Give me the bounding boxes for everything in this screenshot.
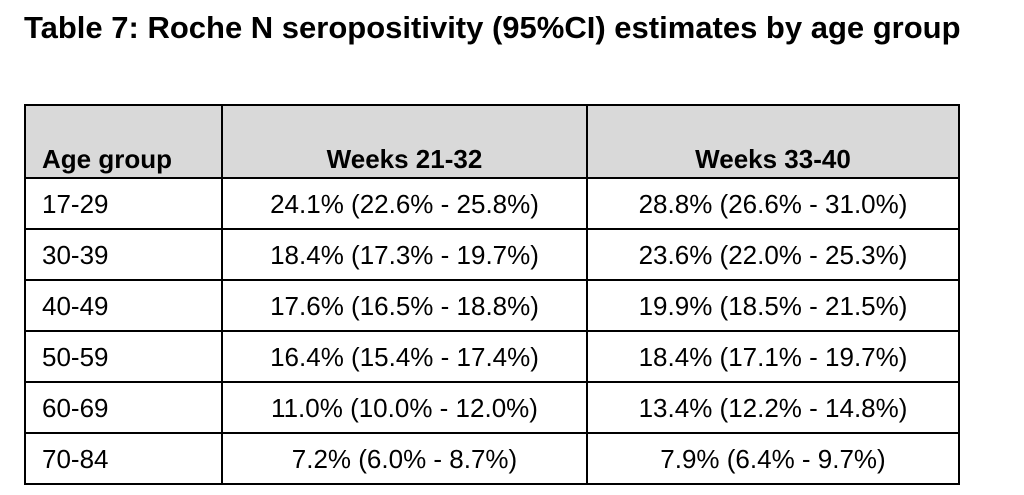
weeks-21-32-cell: 11.0% (10.0% - 12.0%)	[221, 381, 588, 434]
table-row: 30-39 18.4% (17.3% - 19.7%) 23.6% (22.0%…	[24, 228, 960, 281]
weeks-33-40-cell: 7.9% (6.4% - 9.7%)	[586, 432, 960, 485]
age-group-cell: 40-49	[24, 279, 223, 332]
weeks-21-32-cell: 7.2% (6.0% - 8.7%)	[221, 432, 588, 485]
age-group-cell: 17-29	[24, 177, 223, 230]
weeks-21-32-cell: 17.6% (16.5% - 18.8%)	[221, 279, 588, 332]
age-group-cell: 60-69	[24, 381, 223, 434]
seropositivity-table: Age group Weeks 21-32 Weeks 33-40 17-29 …	[24, 104, 960, 485]
weeks-21-32-cell: 18.4% (17.3% - 19.7%)	[221, 228, 588, 281]
weeks-33-40-cell: 28.8% (26.6% - 31.0%)	[586, 177, 960, 230]
header-weeks-33-40: Weeks 33-40	[586, 104, 960, 179]
header-row: Age group Weeks 21-32 Weeks 33-40	[24, 104, 960, 179]
weeks-21-32-cell: 16.4% (15.4% - 17.4%)	[221, 330, 588, 383]
weeks-33-40-cell: 18.4% (17.1% - 19.7%)	[586, 330, 960, 383]
weeks-33-40-cell: 19.9% (18.5% - 21.5%)	[586, 279, 960, 332]
age-group-cell: 30-39	[24, 228, 223, 281]
age-group-cell: 50-59	[24, 330, 223, 383]
table-row: 50-59 16.4% (15.4% - 17.4%) 18.4% (17.1%…	[24, 330, 960, 383]
weeks-21-32-cell: 24.1% (22.6% - 25.8%)	[221, 177, 588, 230]
table-row: 60-69 11.0% (10.0% - 12.0%) 13.4% (12.2%…	[24, 381, 960, 434]
age-group-cell: 70-84	[24, 432, 223, 485]
table-row: 17-29 24.1% (22.6% - 25.8%) 28.8% (26.6%…	[24, 177, 960, 230]
table-row: 70-84 7.2% (6.0% - 8.7%) 7.9% (6.4% - 9.…	[24, 432, 960, 485]
table-title: Table 7: Roche N seropositivity (95%CI) …	[24, 10, 961, 45]
header-weeks-21-32: Weeks 21-32	[221, 104, 588, 179]
weeks-33-40-cell: 13.4% (12.2% - 14.8%)	[586, 381, 960, 434]
weeks-33-40-cell: 23.6% (22.0% - 25.3%)	[586, 228, 960, 281]
header-age-group: Age group	[24, 104, 223, 179]
table-row: 40-49 17.6% (16.5% - 18.8%) 19.9% (18.5%…	[24, 279, 960, 332]
